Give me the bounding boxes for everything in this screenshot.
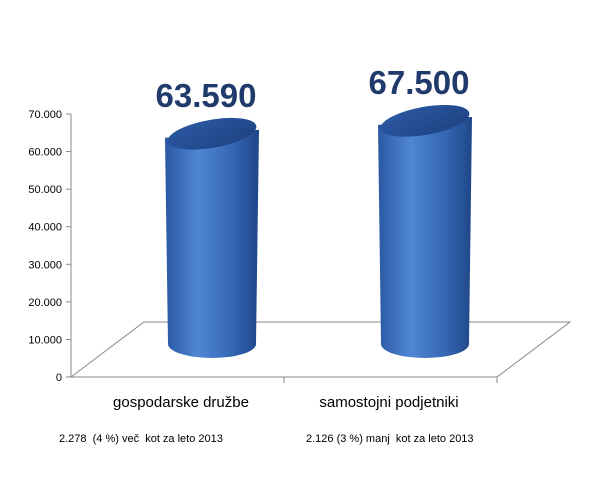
y-tick-label: 20.000: [28, 297, 62, 309]
y-tick-label: 0: [56, 372, 62, 384]
y-tick-label: 30.000: [28, 259, 62, 271]
bars: [165, 104, 472, 358]
y-tick-label: 10.000: [28, 334, 62, 346]
note-samostojni: 2.126 (3 %) manj kot za leto 2013: [306, 433, 474, 445]
data-label-2: 67.500: [369, 64, 470, 101]
category-label-1: gospodarske družbe: [113, 394, 249, 411]
y-tick-label: 60.000: [28, 147, 62, 159]
bar-2-top: [380, 104, 470, 137]
y-axis-ticks: 0 10.000 20.000 30.000 40.000 50.000 60.000 70.…: [28, 109, 71, 384]
data-labels: 63.590 67.500: [156, 64, 470, 114]
bar-2-body: [378, 116, 472, 358]
category-label-2: samostojni podjetniki: [319, 394, 458, 411]
category-labels: gospodarske družbe samostojni podjetniki: [113, 394, 459, 411]
bar-1-body: [165, 129, 259, 358]
plot-floor: [69, 321, 572, 378]
y-tick-label: 50.000: [28, 184, 62, 196]
y-tick-label: 70.000: [28, 109, 62, 121]
data-label-1: 63.590: [156, 77, 257, 114]
note-gospodarske: 2.278 (4 %) več kot za leto 2013: [59, 433, 223, 445]
y-tick-label: 40.000: [28, 222, 62, 234]
bar-1-top: [167, 117, 257, 150]
